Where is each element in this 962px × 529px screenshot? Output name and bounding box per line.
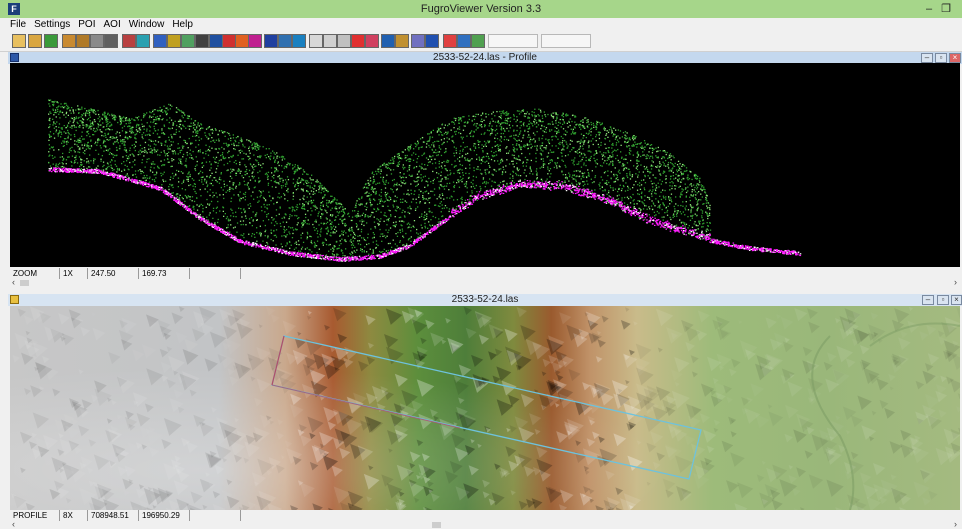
menu-aoi[interactable]: AOI [103, 19, 121, 30]
profile-status-bar: ZOOM 1X 247.50 169.73 [10, 268, 960, 279]
color-bar-icon[interactable] [167, 34, 181, 48]
point-grid-icon[interactable] [278, 34, 292, 48]
settings-icon[interactable] [457, 34, 471, 48]
gradient-icon[interactable] [209, 34, 223, 48]
map-status-mode: PROFILE [10, 510, 60, 521]
map-status-y: 196950.29 [139, 510, 190, 521]
open-file-icon[interactable] [12, 34, 26, 48]
status-extra [190, 268, 241, 279]
map-restore-button[interactable]: ▫ [937, 295, 949, 305]
map-status-x: 708948.51 [88, 510, 139, 521]
toolbar-field-1[interactable] [488, 34, 538, 48]
map-view[interactable] [10, 306, 960, 510]
profile-view[interactable] [10, 63, 960, 267]
ruler-icon[interactable] [411, 34, 425, 48]
palette-icon[interactable] [181, 34, 195, 48]
status-y: 169.73 [139, 268, 190, 279]
points-icon[interactable] [264, 34, 278, 48]
menu-help[interactable]: Help [172, 19, 193, 30]
menu-settings[interactable]: Settings [34, 19, 71, 30]
status-mode: ZOOM [10, 268, 60, 279]
ground-points [48, 167, 802, 262]
lasso-icon[interactable] [323, 34, 337, 48]
status-zoom: 1X [60, 268, 88, 279]
map-scroll-thumb[interactable] [432, 522, 441, 528]
profile-scrollbar[interactable]: ‹ › [10, 277, 960, 287]
profile-restore-button[interactable]: ▫ [935, 53, 947, 63]
export-icon[interactable] [90, 34, 104, 48]
map-close-button[interactable]: × [951, 295, 962, 305]
profile-icon[interactable] [337, 34, 351, 48]
window-title: FugroViewer Version 3.3 [420, 3, 542, 15]
map-status-extra [190, 510, 241, 521]
toolbar [0, 31, 962, 52]
title-bar [0, 0, 962, 18]
maximize-button[interactable]: ❐ [941, 3, 951, 15]
measure-icon[interactable] [395, 34, 409, 48]
status-x: 247.50 [88, 268, 139, 279]
layers-icon[interactable] [153, 34, 167, 48]
open-folder-icon[interactable] [28, 34, 42, 48]
arrow-icon[interactable] [44, 34, 58, 48]
bars-icon[interactable] [248, 34, 262, 48]
poi-icon[interactable] [351, 34, 365, 48]
scroll-left-icon[interactable]: ‹ [12, 277, 15, 287]
hand-icon[interactable] [309, 34, 323, 48]
stop-icon[interactable] [443, 34, 457, 48]
scroll-right-icon[interactable]: › [954, 277, 957, 287]
menu-poi[interactable]: POI [78, 19, 96, 30]
window-icon [10, 53, 19, 62]
surface-icon[interactable] [292, 34, 306, 48]
profile-minimize-button[interactable]: – [921, 53, 933, 63]
minimize-button[interactable]: – [925, 3, 933, 15]
profile-window-title: 2533-52-24.las - Profile [433, 52, 537, 63]
map-window-icon [10, 295, 19, 304]
target-icon[interactable] [365, 34, 379, 48]
map-scrollbar[interactable]: ‹ › [10, 519, 960, 529]
intensity-icon[interactable] [235, 34, 249, 48]
map-status-bar: PROFILE 8X 708948.51 196950.29 [10, 510, 960, 521]
elevation-icon[interactable] [136, 34, 150, 48]
hillshade-texture [11, 306, 960, 510]
filter-icon[interactable] [471, 34, 485, 48]
menu-bar: File Settings POI AOI Window Help [0, 18, 962, 31]
grid-icon[interactable] [104, 34, 118, 48]
texture-icon[interactable] [122, 34, 136, 48]
menu-file[interactable]: File [10, 19, 27, 30]
profile-window-titlebar [8, 52, 962, 64]
toolbar-field-2[interactable] [541, 34, 591, 48]
rgb-icon[interactable] [222, 34, 236, 48]
line-icon[interactable] [195, 34, 209, 48]
map-window-title: 2533-52-24.las [451, 294, 519, 305]
map-scroll-left-icon[interactable]: ‹ [12, 519, 15, 529]
profile-close-button[interactable]: × [949, 53, 961, 63]
scroll-thumb[interactable] [20, 280, 29, 286]
menu-window[interactable]: Window [128, 19, 165, 30]
3d-icon[interactable] [425, 34, 439, 48]
print-preview-icon[interactable] [76, 34, 90, 48]
print-icon[interactable] [62, 34, 76, 48]
map-status-zoom: 8X [60, 510, 88, 521]
map-window-titlebar [8, 294, 962, 306]
map-minimize-button[interactable]: – [922, 295, 934, 305]
app-logo-icon: F [8, 3, 20, 15]
map-scroll-right-icon[interactable]: › [954, 519, 957, 529]
vegetation-points [48, 99, 712, 260]
info-icon[interactable] [381, 34, 395, 48]
